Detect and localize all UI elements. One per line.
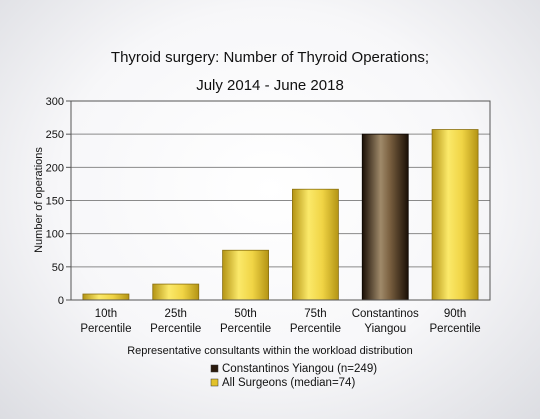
y-tick-label: 100: [46, 229, 64, 241]
legend: Constantinos Yiangou (n=249) All Surgeons…: [210, 363, 377, 389]
x-category-label: Percentile: [220, 323, 271, 335]
bar: [292, 188, 339, 301]
x-category-label: Percentile: [150, 323, 201, 335]
legend-swatch: [210, 364, 219, 373]
x-category-label: 75th: [304, 308, 326, 320]
x-category-label: Percentile: [430, 323, 481, 335]
x-category-label: 90th: [444, 308, 466, 320]
y-tick-label: 300: [46, 96, 64, 108]
y-axis-ticks: 0 50 100 150 200 250 300: [46, 96, 71, 307]
x-axis-categories: 10th Percentile 25th Percentile 50th Percenti…: [80, 308, 480, 335]
x-category-label: Percentile: [80, 323, 131, 335]
chart-title-line-1: Thyroid surgery: Number of Thyroid Opera…: [111, 49, 429, 66]
bar: [222, 249, 269, 301]
chart-title-line-2: July 2014 - June 2018: [196, 77, 344, 94]
bar: [431, 129, 479, 301]
y-tick-label: 0: [58, 295, 64, 307]
bar: [152, 283, 200, 301]
y-tick-label: 250: [46, 129, 64, 141]
x-category-label: Yiangou: [364, 323, 406, 335]
legend-swatch: [210, 378, 219, 387]
x-axis-label: Representative consultants within the wo…: [127, 345, 413, 357]
x-category-label: 50th: [234, 308, 256, 320]
y-tick-label: 150: [46, 196, 64, 208]
x-category-label: 10th: [95, 308, 117, 320]
legend-label: Constantinos Yiangou (n=249): [222, 363, 377, 375]
x-category-label: Constantinos: [352, 308, 419, 320]
bars: [82, 129, 479, 301]
bar-highlighted: [361, 133, 409, 301]
bar: [82, 293, 130, 301]
legend-label: All Surgeons (median=74): [222, 377, 355, 389]
x-category-label: 25th: [165, 308, 187, 320]
y-axis-label: Number of operations: [33, 147, 45, 253]
y-tick-label: 200: [46, 162, 64, 174]
y-tick-label: 50: [52, 262, 64, 274]
gridlines: [71, 133, 490, 268]
x-category-label: Percentile: [290, 323, 341, 335]
